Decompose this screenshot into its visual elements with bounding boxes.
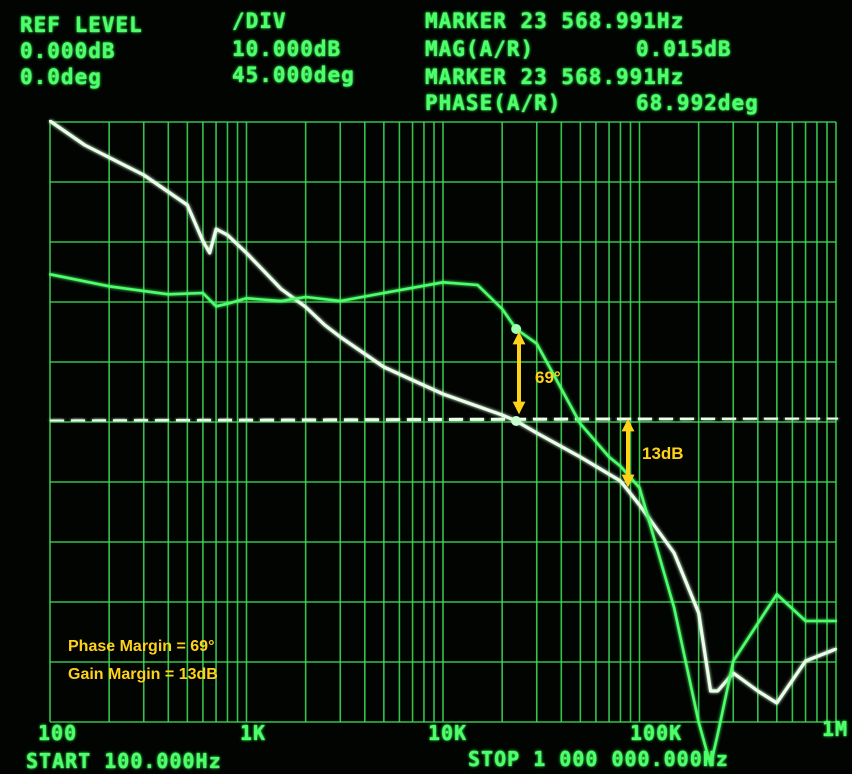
- data-point: [83, 143, 86, 147]
- data-point: [501, 413, 504, 417]
- ref-level-phase: 0.0deg: [20, 65, 102, 89]
- data-point: [339, 335, 342, 339]
- data-point: [226, 233, 229, 237]
- data-point: [697, 721, 700, 724]
- data-point: [638, 486, 641, 489]
- mag-label: MAG(A/R): [425, 37, 535, 61]
- data-point: [579, 455, 582, 459]
- marker-group: [511, 324, 522, 426]
- data-point: [716, 689, 719, 693]
- data-point: [339, 299, 342, 303]
- stop-frequency: STOP 1 000 000.000Hz: [468, 747, 729, 771]
- div-mag: 10.000dB: [232, 37, 342, 61]
- data-point: [167, 293, 170, 296]
- data-point: [775, 701, 778, 705]
- x-tick-label: 1K: [240, 721, 267, 745]
- data-point: [48, 273, 52, 276]
- marker2-readout: MARKER 23 568.991Hz: [425, 65, 685, 89]
- data-point: [279, 299, 283, 303]
- data-point: [535, 431, 538, 435]
- data-point: [214, 227, 218, 231]
- data-point: [716, 733, 719, 736]
- magnitude-trace: [49, 119, 837, 705]
- phase-margin-arrow-label: 69°: [535, 368, 561, 387]
- data-point: [214, 305, 218, 308]
- data-point: [48, 119, 52, 123]
- reference-line: [49, 416, 839, 423]
- data-point: [501, 307, 504, 311]
- data-point: [208, 251, 211, 255]
- phase-margin-text: Phase Margin = 69°: [68, 638, 215, 655]
- data-point: [672, 606, 676, 609]
- data-point: [441, 392, 445, 396]
- data-point: [245, 251, 248, 255]
- start-frequency: START 100.000Hz: [26, 749, 222, 773]
- mag-value: 0.015dB: [636, 37, 732, 61]
- gain-margin-text: Gain Margin = 13dB: [68, 666, 218, 683]
- ref-level-title: REF LEVEL: [20, 13, 143, 37]
- data-point: [619, 479, 622, 483]
- data-point: [441, 281, 445, 284]
- data-point: [142, 173, 145, 177]
- data-point: [607, 455, 611, 459]
- data-point: [323, 323, 326, 327]
- data-point: [304, 295, 307, 299]
- gain-margin-arrow-label: 13dB: [642, 444, 684, 463]
- ref-level-mag: 0.000dB: [20, 39, 116, 63]
- x-tick-label: 100K: [630, 721, 683, 745]
- data-point: [226, 302, 229, 305]
- data-point: [804, 659, 807, 663]
- data-point: [201, 291, 205, 295]
- data-point: [638, 503, 641, 507]
- data-point: [804, 619, 807, 623]
- data-point: [697, 611, 700, 615]
- data-point: [775, 593, 778, 596]
- marker1-readout: MARKER 23 568.991Hz: [425, 9, 685, 33]
- data-point: [304, 305, 307, 309]
- data-point: [756, 689, 759, 693]
- phase-label: PHASE(A/R): [425, 91, 562, 115]
- data-point: [201, 239, 205, 243]
- data-point: [619, 465, 622, 468]
- data-point: [732, 659, 735, 663]
- data-point: [245, 297, 248, 300]
- data-point: [834, 619, 838, 623]
- phase-value: 68.992deg: [636, 91, 759, 115]
- phase-trace: [49, 273, 836, 767]
- x-tick-label: 1M: [822, 717, 849, 741]
- data-point: [476, 283, 479, 287]
- data-point: [672, 551, 676, 555]
- data-point: [382, 291, 385, 295]
- x-tick-label: 10K: [428, 721, 468, 745]
- data-point: [709, 689, 712, 693]
- data-point: [579, 422, 582, 425]
- magnitude-marker: [511, 416, 522, 426]
- data-point: [382, 365, 385, 369]
- data-point: [709, 763, 712, 767]
- data-point: [535, 342, 538, 345]
- div-title: /DIV: [232, 9, 287, 33]
- div-phase: 45.000deg: [232, 63, 355, 87]
- phase-marker: [511, 324, 522, 334]
- data-point: [732, 671, 735, 675]
- data-point: [108, 285, 111, 288]
- data-point: [186, 203, 189, 207]
- data-point: [279, 287, 283, 291]
- x-tick-label: 100: [38, 721, 78, 745]
- trace-group: [48, 119, 838, 767]
- data-point: [834, 647, 838, 651]
